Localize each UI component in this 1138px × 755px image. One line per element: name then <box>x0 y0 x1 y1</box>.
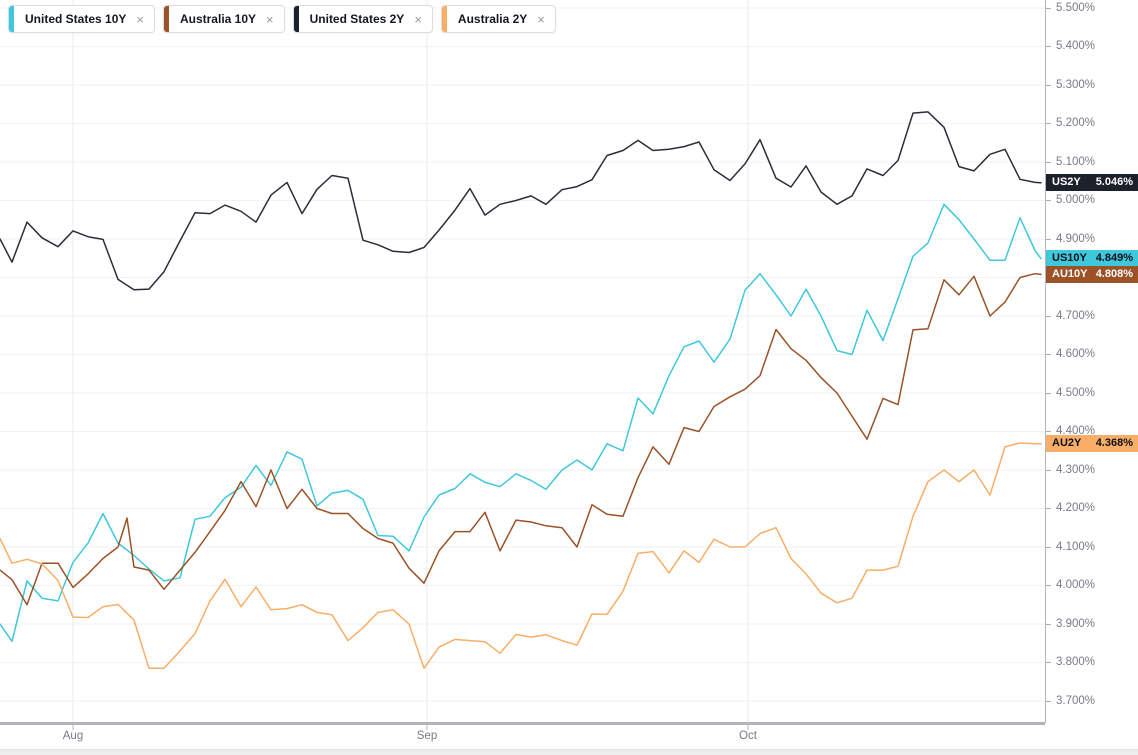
time-axis-tick <box>426 725 428 730</box>
price-axis-tick <box>1046 238 1051 240</box>
legend-chip-label: United States 10Y <box>25 12 127 26</box>
price-axis-tick <box>1046 84 1051 86</box>
price-axis-label: 5.200% <box>1056 117 1096 129</box>
series-color-bar <box>163 6 169 32</box>
price-axis-tick <box>1046 700 1051 702</box>
price-axis-label: 5.000% <box>1056 194 1096 206</box>
price-axis-tick <box>1046 315 1051 317</box>
price-axis-tick <box>1046 354 1051 355</box>
series-line-au2y[interactable] <box>0 442 1042 670</box>
chart-canvas[interactable] <box>0 0 1045 723</box>
price-axis-tick <box>1046 123 1051 124</box>
price-axis-tick <box>1046 392 1051 394</box>
price-axis-tick <box>1046 200 1051 201</box>
price-label-value: 4.849% <box>1095 252 1133 265</box>
price-axis-label: 5.300% <box>1056 78 1096 91</box>
price-axis-label: 4.300% <box>1056 463 1096 476</box>
time-axis-label: Sep <box>416 730 438 742</box>
price-axis-label: 5.400% <box>1056 40 1096 52</box>
price-label-value: 5.046% <box>1095 176 1133 189</box>
close-icon[interactable]: × <box>266 11 274 27</box>
price-axis-label: 3.800% <box>1056 656 1096 668</box>
time-axis-label: Aug <box>62 730 84 742</box>
legend: United States 10Y × Australia 10Y × United S… <box>8 5 556 33</box>
price-axis-tick <box>1046 46 1051 47</box>
series-color-bar <box>293 6 299 32</box>
series-line-au10y[interactable] <box>0 272 1042 606</box>
last-price-label-au10y: AU10Y 4.808% <box>1046 265 1138 283</box>
price-axis-label: 4.700% <box>1056 309 1096 322</box>
series-color-bar <box>441 6 447 32</box>
close-icon[interactable]: × <box>537 11 545 27</box>
price-axis-tick <box>1046 469 1051 471</box>
price-axis-tick <box>1046 623 1051 625</box>
legend-chip-label: Australia 10Y <box>179 12 257 26</box>
price-label-value: 4.368% <box>1095 437 1133 450</box>
price-axis-label: 4.200% <box>1056 502 1096 514</box>
price-axis-label: 4.500% <box>1056 386 1096 399</box>
price-axis-tick <box>1046 546 1051 548</box>
time-axis-label: Oct <box>739 730 757 742</box>
price-axis-label: 4.400% <box>1056 425 1096 437</box>
price-label-series-name: US2Y <box>1052 176 1081 189</box>
price-axis-label: 3.700% <box>1056 694 1096 707</box>
close-icon[interactable]: × <box>136 11 144 27</box>
price-axis-label: 4.100% <box>1056 540 1096 553</box>
close-icon[interactable]: × <box>414 11 422 27</box>
price-axis-tick <box>1046 161 1051 163</box>
last-price-label-us10y: US10Y 4.849% <box>1046 250 1138 268</box>
time-axis[interactable]: Aug Sep Oct <box>0 722 1138 749</box>
plot-area[interactable] <box>0 0 1045 723</box>
legend-chip-au2y[interactable]: Australia 2Y × <box>440 5 556 33</box>
price-label-series-name: US10Y <box>1052 252 1087 265</box>
legend-chip-label: Australia 2Y <box>457 12 528 26</box>
last-price-label-au2y: AU2Y 4.368% <box>1046 435 1138 453</box>
price-axis-tick <box>1046 7 1051 9</box>
series-line-us10y[interactable] <box>0 203 1042 643</box>
price-axis-tick <box>1046 662 1051 663</box>
time-axis-tick <box>72 725 74 730</box>
price-label-series-name: AU10Y <box>1052 267 1088 280</box>
price-axis-label: 5.100% <box>1056 155 1096 168</box>
legend-chip-us10y[interactable]: United States 10Y × <box>8 5 155 33</box>
axis-separator-bar[interactable] <box>0 722 1045 725</box>
price-axis[interactable]: 5.500% 5.400% 5.300% 5.200% 5.100% 5.000% 4.90… <box>1045 0 1138 723</box>
price-axis-tick <box>1046 431 1051 432</box>
series-color-bar <box>9 6 14 32</box>
price-axis-label: 4.000% <box>1056 579 1096 591</box>
bottom-edge-strip <box>0 749 1138 755</box>
last-price-label-us2y: US2Y 5.046% <box>1046 174 1138 192</box>
legend-chip-au10y[interactable]: Australia 10Y × <box>162 5 285 33</box>
price-axis-label: 4.600% <box>1056 348 1096 360</box>
price-axis-tick <box>1046 585 1051 586</box>
time-axis-tick <box>747 725 749 730</box>
legend-chip-us2y[interactable]: United States 2Y × <box>292 5 433 33</box>
legend-chip-label: United States 2Y <box>309 12 405 26</box>
price-axis-label: 5.500% <box>1056 1 1096 14</box>
series-line-us2y[interactable] <box>0 111 1042 291</box>
price-label-series-name: AU2Y <box>1052 437 1082 450</box>
price-label-value: 4.808% <box>1095 267 1133 280</box>
price-axis-label: 4.900% <box>1056 232 1096 245</box>
price-axis-tick <box>1046 508 1051 509</box>
price-axis-label: 3.900% <box>1056 617 1096 630</box>
